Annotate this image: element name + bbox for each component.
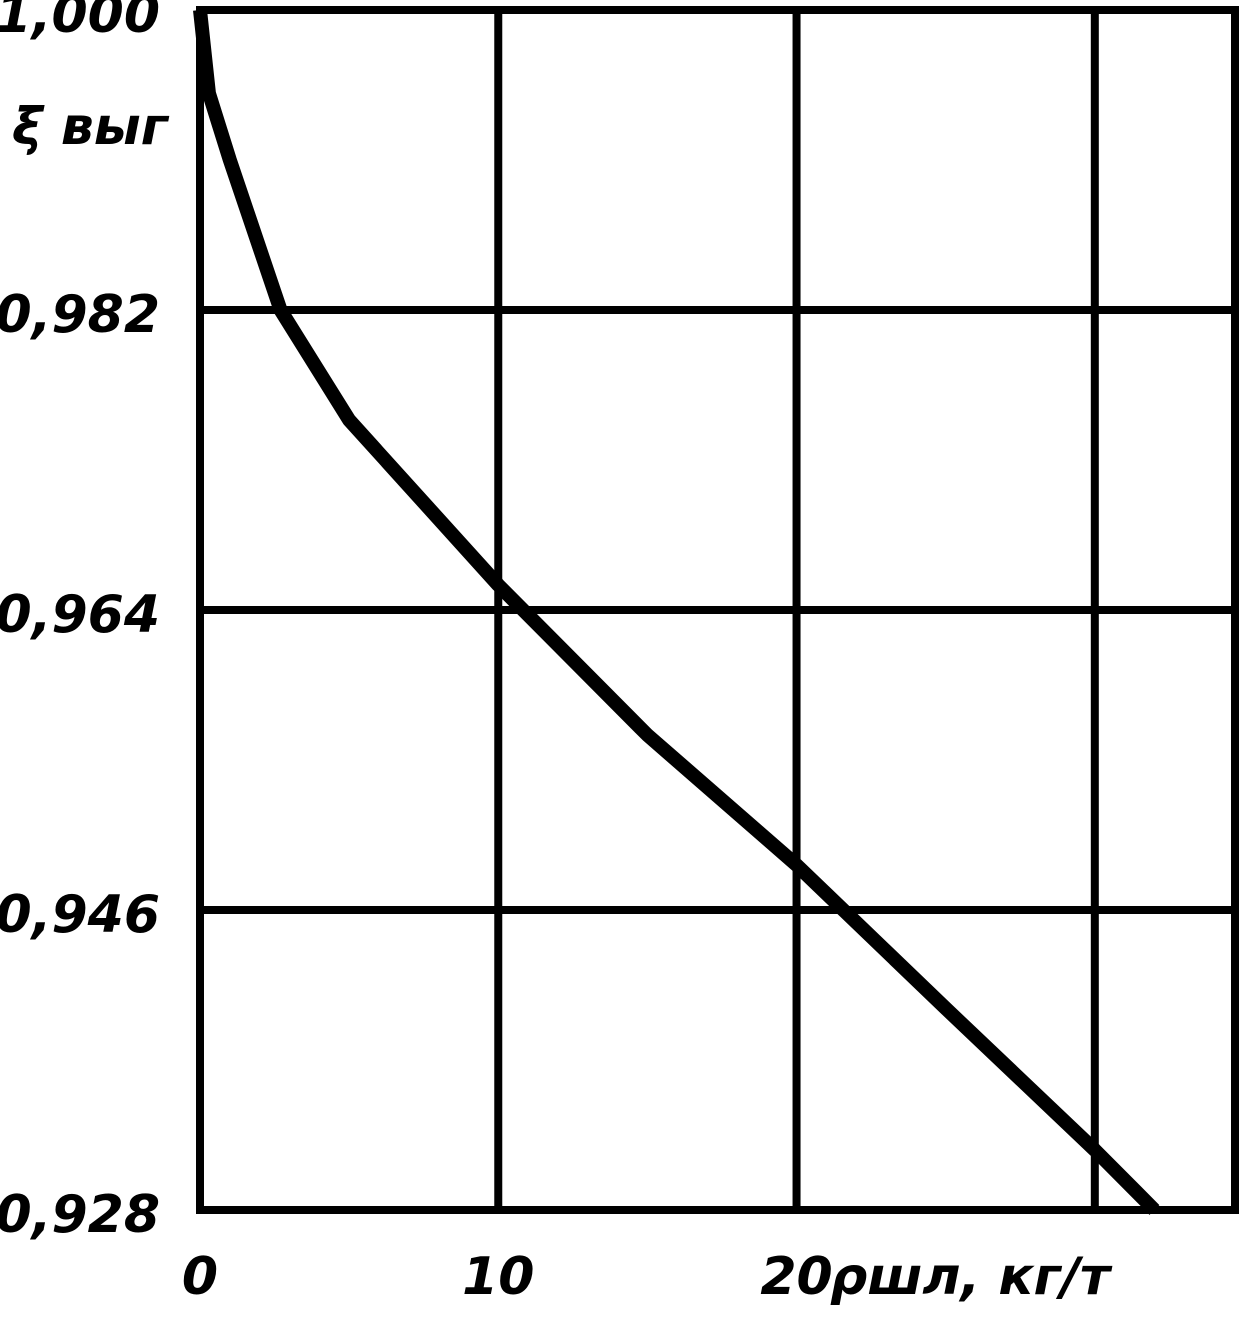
data-line (193, 9, 1160, 1215)
y-tick-label: 1,000 (0, 0, 160, 45)
x-axis-label: ρшл, кг/т (830, 1247, 1113, 1307)
x-tick-label: 0 (182, 1247, 218, 1307)
x-tick-label: 10 (462, 1247, 534, 1307)
y-tick-label: 0,982 (0, 285, 160, 345)
x-tick-label: 20 (760, 1247, 832, 1307)
y-tick-label: 0,928 (0, 1185, 160, 1245)
y-tick-label: 0,946 (0, 885, 160, 945)
y-tick-label: 0,964 (0, 585, 160, 645)
y-axis-label: ξ выг (12, 97, 170, 157)
